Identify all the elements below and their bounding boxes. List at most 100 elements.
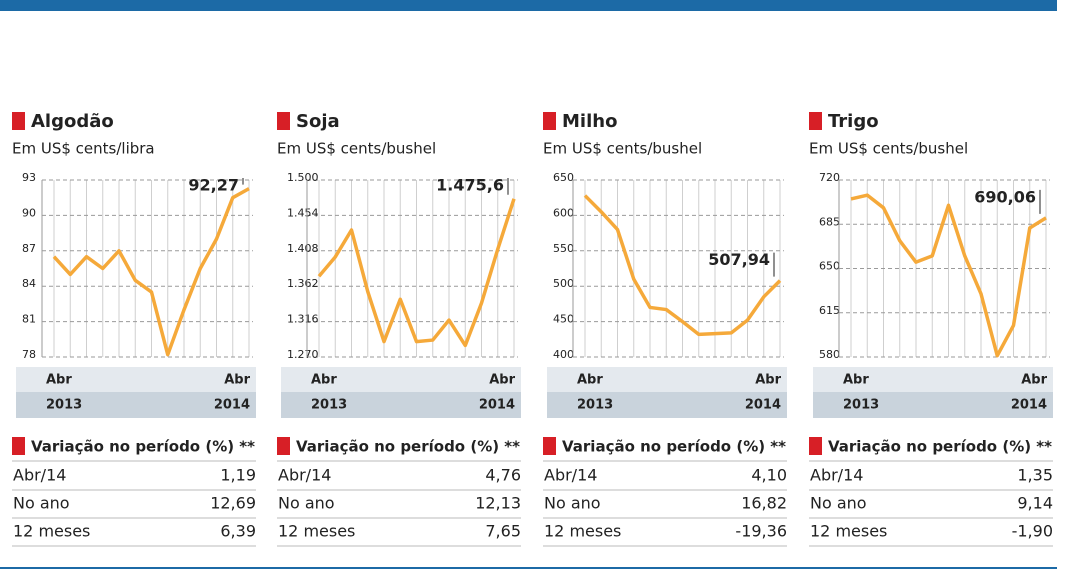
- y-tick-label: 400: [553, 348, 574, 361]
- y-tick-label: 1.316: [287, 313, 319, 326]
- chart-title: Algodão: [31, 111, 114, 132]
- table-marker: [809, 437, 822, 455]
- y-tick-label: 93: [22, 171, 36, 184]
- month-band: [281, 367, 521, 392]
- year-label: 2013: [311, 398, 347, 413]
- row-label: No ano: [13, 494, 70, 513]
- table-marker: [277, 437, 290, 455]
- y-tick-label: 615: [819, 304, 840, 317]
- bottom-rule: [0, 567, 1057, 569]
- row-label: 12 meses: [544, 522, 621, 541]
- row-label: 12 meses: [278, 522, 355, 541]
- row-value: -1,90: [1012, 522, 1053, 541]
- year-label: 2014: [214, 398, 250, 413]
- title-marker: [12, 112, 25, 130]
- row-value: -19,36: [735, 522, 787, 541]
- row-label: No ano: [810, 494, 867, 513]
- year-band: [813, 392, 1053, 418]
- row-label: Abr/14: [810, 466, 863, 485]
- y-tick-label: 1.500: [287, 171, 319, 184]
- row-label: No ano: [278, 494, 335, 513]
- month-band: [16, 367, 256, 392]
- last-value-label: 690,06: [974, 187, 1036, 206]
- table-title: Variação no período (%) **: [31, 438, 255, 456]
- y-tick-label: 1.454: [287, 206, 319, 219]
- x-tick-label: Abr: [224, 373, 250, 388]
- row-value: 1,35: [1017, 466, 1053, 485]
- x-tick-label: Abr: [755, 373, 781, 388]
- year-label: 2013: [46, 398, 82, 413]
- y-tick-label: 685: [819, 215, 840, 228]
- row-value: 12,69: [210, 494, 256, 513]
- row-label: Abr/14: [278, 466, 331, 485]
- y-tick-label: 87: [22, 242, 36, 255]
- last-value-label: 507,94: [708, 250, 770, 269]
- y-tick-label: 550: [553, 242, 574, 255]
- price-line: [850, 193, 1047, 358]
- y-tick-label: 450: [553, 313, 574, 326]
- year-label: 2013: [843, 398, 879, 413]
- price-line: [583, 194, 782, 337]
- year-band: [16, 392, 256, 418]
- y-tick-label: 500: [553, 277, 574, 290]
- x-tick-label: Abr: [489, 373, 515, 388]
- last-value-label: 1.475,6: [436, 176, 504, 195]
- y-tick-label: 1.408: [287, 242, 319, 255]
- title-marker: [543, 112, 556, 130]
- chart-title: Trigo: [828, 111, 879, 132]
- title-marker: [277, 112, 290, 130]
- table-title: Variação no período (%) **: [562, 438, 786, 456]
- price-line: [52, 187, 250, 357]
- row-value: 16,82: [741, 494, 787, 513]
- row-value: 12,13: [475, 494, 521, 513]
- year-label: 2014: [745, 398, 781, 413]
- year-label: 2014: [1011, 398, 1047, 413]
- y-tick-label: 720: [819, 171, 840, 184]
- row-value: 9,14: [1017, 494, 1053, 513]
- y-tick-label: 78: [22, 348, 36, 361]
- last-value-label: 92,27: [188, 176, 239, 195]
- price-line: [317, 198, 516, 348]
- row-label: 12 meses: [13, 522, 90, 541]
- year-band: [281, 392, 521, 418]
- y-tick-label: 580: [819, 348, 840, 361]
- table-marker: [543, 437, 556, 455]
- x-tick-label: Abr: [1021, 373, 1047, 388]
- y-tick-label: 84: [22, 277, 36, 290]
- x-tick-label: Abr: [46, 373, 72, 388]
- y-tick-label: 600: [553, 206, 574, 219]
- row-value: 7,65: [485, 522, 521, 541]
- table-title: Variação no período (%) **: [828, 438, 1052, 456]
- month-band: [547, 367, 787, 392]
- month-band: [813, 367, 1053, 392]
- x-tick-label: Abr: [311, 373, 337, 388]
- chart-title: Soja: [296, 111, 340, 132]
- year-label: 2014: [479, 398, 515, 413]
- row-label: 12 meses: [810, 522, 887, 541]
- row-label: Abr/14: [544, 466, 597, 485]
- x-tick-label: Abr: [843, 373, 869, 388]
- chart-title: Milho: [562, 111, 617, 132]
- y-tick-label: 650: [553, 171, 574, 184]
- chart-subtitle: Em US$ cents/bushel: [809, 140, 968, 158]
- row-value: 4,76: [485, 466, 521, 485]
- row-value: 6,39: [220, 522, 256, 541]
- row-value: 4,10: [751, 466, 787, 485]
- y-tick-label: 650: [819, 260, 840, 273]
- table-title: Variação no período (%) **: [296, 438, 520, 456]
- table-marker: [12, 437, 25, 455]
- chart-subtitle: Em US$ cents/bushel: [277, 140, 436, 158]
- x-tick-label: Abr: [577, 373, 603, 388]
- year-band: [547, 392, 787, 418]
- row-label: Abr/14: [13, 466, 66, 485]
- title-marker: [809, 112, 822, 130]
- year-label: 2013: [577, 398, 613, 413]
- y-tick-label: 90: [22, 206, 36, 219]
- row-value: 1,19: [220, 466, 256, 485]
- row-label: No ano: [544, 494, 601, 513]
- y-tick-label: 1.362: [287, 277, 319, 290]
- y-tick-label: 1.270: [287, 348, 319, 361]
- chart-subtitle: Em US$ cents/libra: [12, 140, 155, 158]
- y-tick-label: 81: [22, 313, 36, 326]
